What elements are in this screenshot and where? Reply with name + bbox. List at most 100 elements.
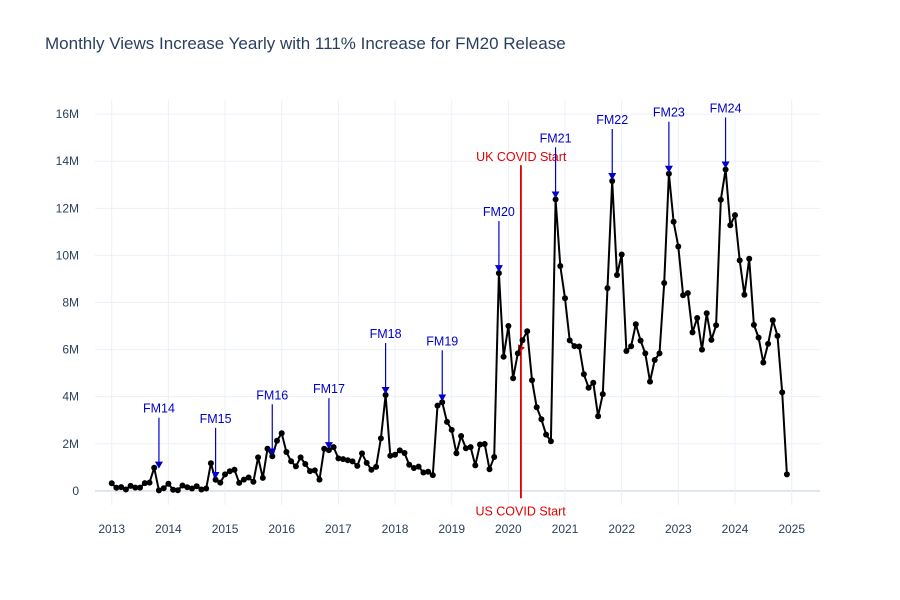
data-point: [174, 487, 181, 494]
data-point: [642, 350, 649, 357]
data-point: [774, 332, 781, 339]
chart-title: Monthly Views Increase Yearly with 111% …: [45, 34, 566, 53]
us-covid-label: US COVID Start: [475, 504, 566, 518]
data-point: [614, 272, 620, 278]
release-label: FM24: [710, 101, 742, 115]
data-point: [193, 483, 200, 490]
data-point: [396, 447, 403, 454]
data-point: [675, 243, 682, 250]
data-point: [240, 476, 247, 483]
data-point: [647, 378, 653, 385]
data-point: [236, 479, 243, 486]
data-point: [434, 402, 441, 409]
x-tick-label: 2016: [268, 522, 295, 536]
y-tick-label: 16M: [56, 107, 79, 121]
data-point: [604, 285, 611, 292]
data-point: [132, 484, 139, 491]
data-point: [151, 464, 158, 471]
release-label: FM16: [256, 388, 288, 402]
data-point: [363, 459, 370, 466]
data-point: [302, 461, 309, 467]
data-point: [467, 444, 474, 451]
data-point: [547, 438, 554, 445]
data-point: [245, 474, 252, 481]
data-point: [359, 450, 365, 457]
y-tick-label: 10M: [56, 248, 79, 262]
data-point: [670, 218, 677, 225]
data-point: [699, 346, 705, 353]
data-point: [481, 441, 488, 447]
data-point: [453, 450, 460, 457]
data-point: [297, 454, 304, 461]
data-point: [292, 463, 299, 470]
data-point: [746, 255, 753, 262]
data-point: [373, 463, 380, 470]
data-point: [656, 350, 663, 357]
release-label: FM22: [596, 113, 628, 127]
data-point: [694, 315, 701, 321]
x-tick-label: 2021: [552, 522, 579, 536]
data-point: [113, 484, 120, 491]
data-point: [415, 463, 422, 470]
data-point: [741, 291, 748, 298]
release-label: FM19: [426, 334, 458, 348]
data-point: [689, 329, 696, 336]
x-tick-label: 2023: [665, 522, 692, 536]
x-tick-label: 2024: [722, 522, 749, 536]
data-point: [330, 444, 337, 451]
data-point: [311, 467, 318, 474]
series-layer: [108, 166, 790, 494]
data-point: [250, 478, 257, 485]
data-point: [340, 456, 347, 463]
data-point: [184, 484, 191, 491]
x-tick-label: 2022: [608, 522, 635, 536]
data-point: [406, 461, 413, 468]
data-point: [519, 337, 526, 344]
data-point: [661, 280, 668, 286]
x-tick-label: 2019: [438, 522, 465, 536]
x-tick-label: 2025: [778, 522, 805, 536]
data-point: [179, 482, 186, 489]
data-point: [533, 404, 540, 411]
data-point: [401, 450, 408, 456]
data-point: [217, 479, 224, 486]
series-line: [111, 168, 788, 492]
data-point: [425, 468, 432, 475]
data-point: [580, 371, 587, 378]
data-point: [316, 476, 323, 483]
data-point: [637, 337, 644, 344]
data-point: [264, 445, 271, 452]
data-point: [137, 484, 143, 491]
data-point: [736, 257, 743, 264]
data-point: [538, 416, 545, 423]
data-point: [680, 292, 687, 299]
data-point: [118, 484, 125, 491]
data-point: [529, 377, 535, 384]
data-point: [146, 479, 153, 486]
data-point: [448, 426, 455, 433]
data-point: [377, 435, 384, 442]
data-point: [510, 375, 517, 382]
y-tick-label: 8M: [62, 296, 79, 310]
data-point: [127, 482, 134, 489]
data-point: [524, 328, 531, 335]
data-point: [226, 468, 233, 475]
data-point: [420, 469, 427, 476]
data-point: [255, 454, 262, 461]
data-point: [141, 480, 148, 487]
x-tick-label: 2015: [212, 522, 239, 536]
data-point: [779, 389, 786, 396]
y-tick-label: 0: [72, 484, 79, 498]
data-point: [599, 391, 606, 398]
data-point: [462, 445, 469, 452]
data-point: [755, 334, 762, 341]
data-point: [750, 321, 757, 328]
data-point: [444, 418, 450, 425]
y-tick-label: 14M: [56, 154, 79, 168]
data-point: [203, 485, 210, 492]
data-point: [429, 472, 436, 479]
data-point: [472, 462, 479, 469]
data-point: [618, 251, 625, 258]
x-tick-label: 2020: [495, 522, 522, 536]
data-point: [354, 462, 361, 469]
